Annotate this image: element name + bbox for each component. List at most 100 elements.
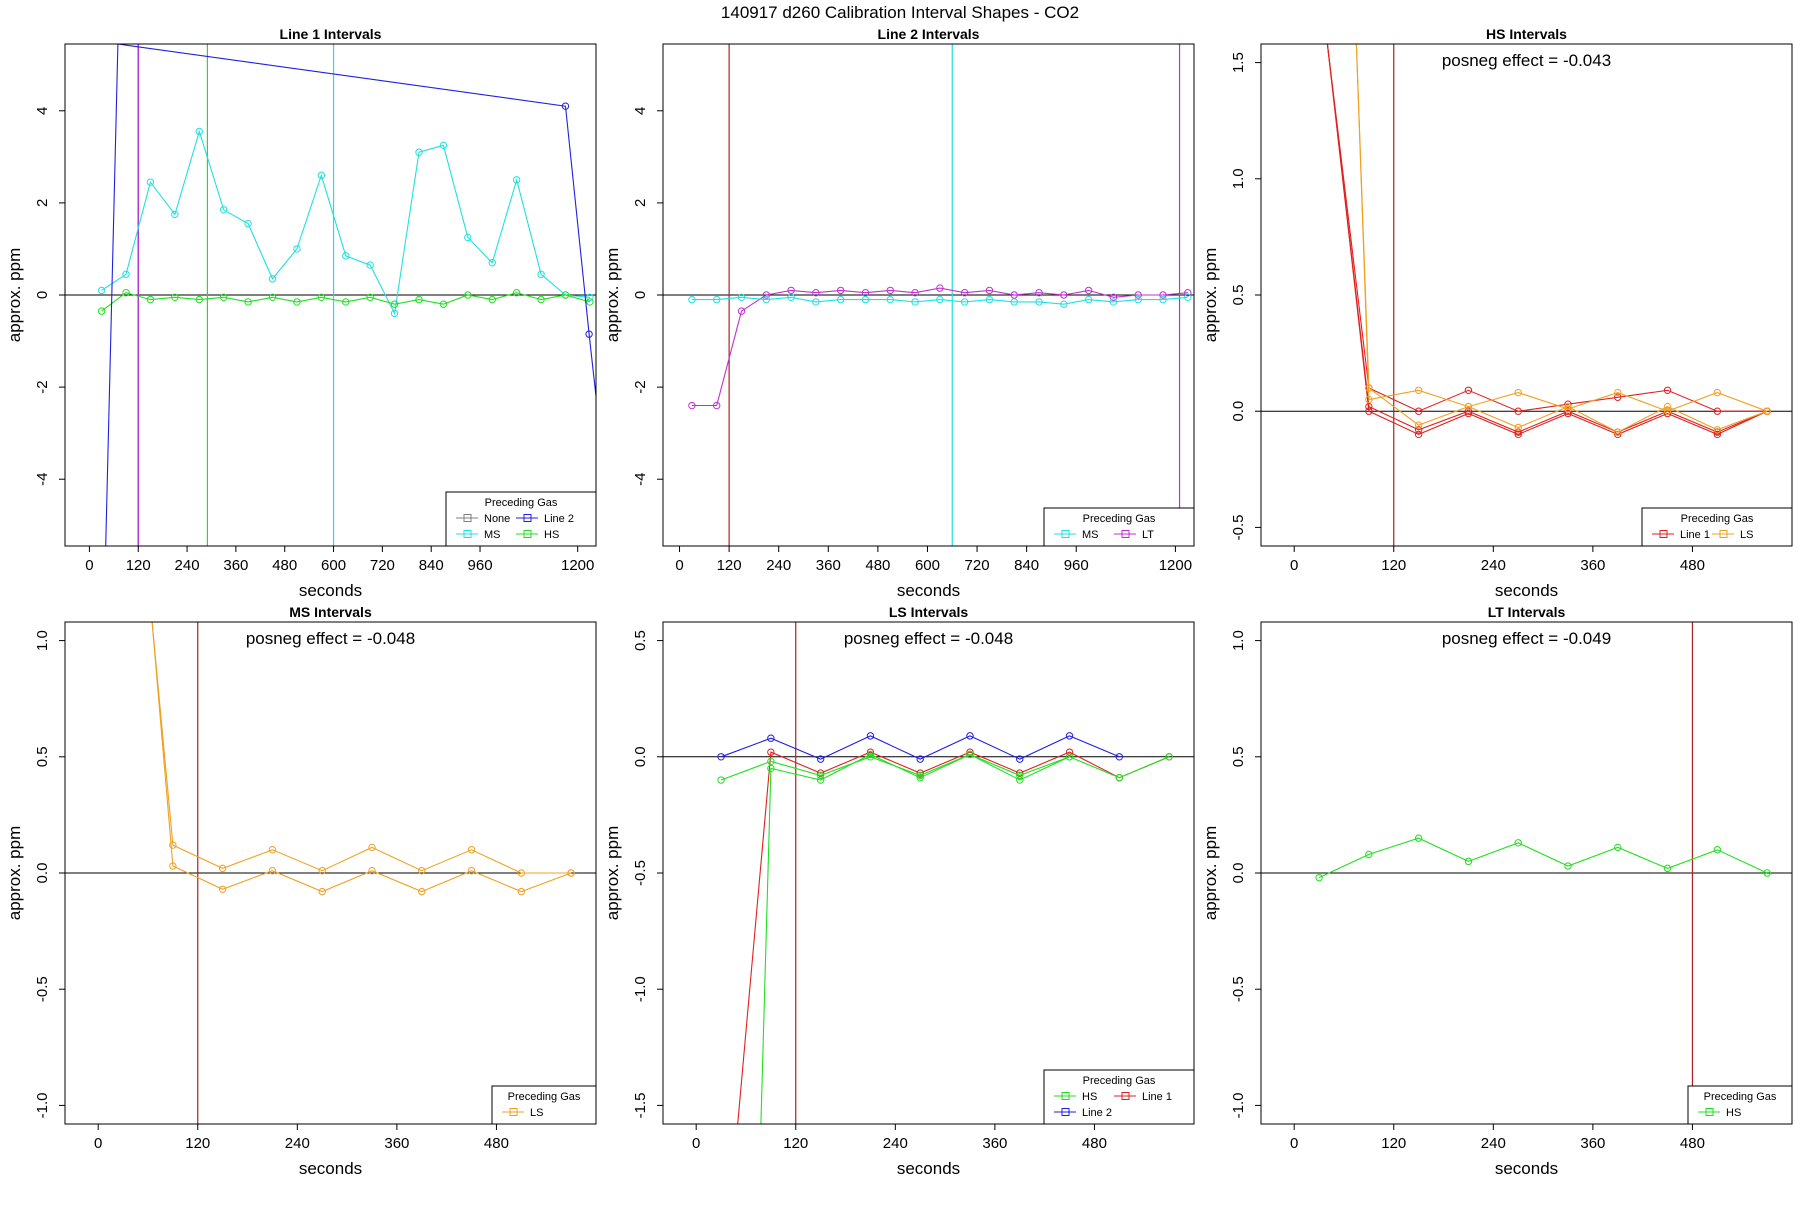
x-tick-label: 120 [717, 557, 742, 574]
x-axis-label: seconds [1495, 1159, 1558, 1178]
x-tick-label: 0 [1290, 1135, 1298, 1152]
data-point [1564, 409, 1572, 418]
x-tick-label: 0 [85, 557, 93, 574]
legend-item-label: MS [1082, 529, 1099, 541]
series-line [105, 44, 596, 546]
data-point [218, 885, 227, 893]
data-point [1763, 407, 1771, 415]
data-point [97, 307, 106, 315]
data-point [767, 764, 775, 773]
data-point [1109, 293, 1118, 302]
plot-area [65, 622, 596, 1124]
legend-item-label: HS [1726, 1107, 1741, 1119]
data-point [1713, 407, 1722, 415]
data-point [861, 295, 870, 304]
data-point [960, 288, 969, 297]
data-point [219, 206, 228, 214]
data-point [171, 293, 179, 302]
data-point [1365, 395, 1373, 404]
data-point [390, 300, 399, 308]
legend-item-label: Line 1 [1680, 529, 1710, 541]
data-point [318, 887, 326, 896]
data-point [512, 176, 521, 184]
legend-swatch-marker [1719, 530, 1728, 538]
x-tick-label: 480 [1082, 1135, 1107, 1152]
data-point [911, 298, 919, 306]
data-point [537, 270, 545, 278]
data-point [966, 748, 974, 756]
figure-title: 140917 d260 Calibration Interval Shapes … [721, 3, 1079, 22]
x-axis-label: seconds [1495, 581, 1558, 600]
chart-panel-5: LS Intervals seconds approx. ppm 0 120 240 360… [603, 604, 1195, 1178]
data-point [787, 286, 795, 295]
legend-title: Preceding Gas [508, 1091, 581, 1103]
data-point [1035, 298, 1043, 306]
data-point [317, 171, 326, 179]
legend-item-label: Line 2 [544, 513, 574, 525]
data-point [1614, 428, 1622, 436]
y-tick-label: 0 [632, 291, 649, 299]
legend: Preceding Gas None Line 2 MS HS [445, 491, 597, 547]
legend: Preceding Gas HS Line 1 Line 2 [1043, 1069, 1195, 1125]
data-point [1614, 430, 1622, 439]
data-point [1614, 393, 1622, 401]
data-point [1016, 776, 1024, 784]
data-point [517, 887, 526, 896]
data-point [936, 295, 944, 304]
series-line [151, 622, 572, 874]
x-tick-label: 360 [982, 1135, 1007, 1152]
data-point [218, 864, 227, 873]
data-point [737, 307, 746, 315]
x-tick-label: 360 [384, 1135, 409, 1152]
x-tick-label: 240 [285, 1135, 310, 1152]
data-point [816, 769, 825, 777]
x-tick-label: 1200 [561, 557, 594, 574]
panel-title: Line 2 Intervals [878, 26, 980, 42]
data-point [342, 298, 350, 306]
data-point [268, 846, 277, 854]
legend: Preceding Gas LS [491, 1085, 597, 1125]
data-point [1010, 291, 1018, 299]
y-tick-label: 0.5 [1230, 285, 1247, 306]
data-point [1414, 430, 1423, 439]
data-point [966, 732, 974, 740]
x-tick-label: 120 [1381, 557, 1406, 574]
data-point [342, 252, 350, 260]
x-tick-label: 240 [175, 557, 200, 574]
x-tick-label: 960 [1064, 557, 1089, 574]
legend-title: Preceding Gas [1083, 1075, 1156, 1087]
data-point [318, 866, 326, 875]
legend-swatch-marker [1121, 530, 1130, 538]
data-point [866, 750, 875, 759]
legend-item-label: LS [1740, 529, 1753, 541]
y-tick-label: -0.5 [34, 976, 51, 1002]
data-point [1514, 430, 1522, 439]
x-tick-label: 360 [1580, 557, 1605, 574]
data-point [390, 309, 399, 318]
x-axis-label: seconds [897, 1159, 960, 1178]
series-line [737, 751, 1170, 1124]
x-tick-label: 120 [185, 1135, 210, 1152]
x-tick-label: 0 [692, 1135, 700, 1152]
panel-title: HS Intervals [1486, 26, 1567, 42]
data-point [866, 753, 875, 761]
data-point [1514, 428, 1522, 436]
data-point [1663, 407, 1672, 415]
x-tick-label: 840 [1014, 557, 1039, 574]
data-point [1315, 873, 1323, 882]
data-point [219, 293, 228, 302]
data-point [1035, 288, 1043, 297]
legend-swatch-marker [523, 514, 532, 522]
data-point [861, 288, 870, 297]
plot-area [1261, 622, 1792, 1124]
legend-swatch-marker [1121, 1092, 1130, 1100]
data-point [737, 293, 746, 302]
legend-title: Preceding Gas [1704, 1091, 1777, 1103]
data-point [985, 295, 994, 304]
x-tick-label: 480 [1680, 557, 1705, 574]
data-point [836, 286, 845, 295]
data-point [467, 846, 476, 854]
data-point [1016, 769, 1024, 777]
y-tick-label: -2 [632, 380, 649, 393]
